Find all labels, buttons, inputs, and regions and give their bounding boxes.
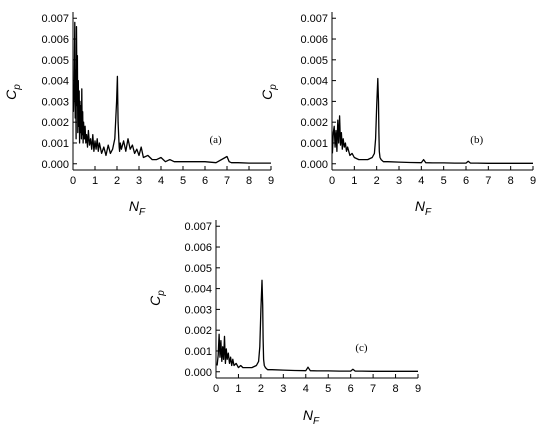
data-series-line — [72, 21, 271, 164]
y-tick-label: 0.001 — [184, 346, 212, 358]
y-tick-label: 0.000 — [41, 159, 69, 171]
y-tick-label: 0.003 — [300, 96, 328, 108]
y-tick-label: 0.000 — [184, 367, 212, 379]
y-axis-title: Cp — [3, 84, 23, 100]
y-tick-label: 0.004 — [300, 76, 328, 88]
y-tick-label: 0.006 — [41, 34, 69, 46]
panel-1: 0.000 0.001 0.002 0.003 0.004 0.005 0.006 0.007… — [3, 12, 274, 218]
data-series-line — [331, 77, 533, 164]
x-tick-label: 6 — [202, 175, 208, 187]
x-tick-label: 1 — [235, 383, 241, 395]
x-axis-title: NF — [303, 407, 320, 427]
x-tick-label: 6 — [463, 175, 469, 187]
panel-3: 0.000 0.001 0.002 0.003 0.004 0.005 0.006 0.007… — [147, 220, 421, 427]
y-tick-label: 0.007 — [184, 221, 212, 233]
x-tick-label: 4 — [303, 383, 309, 395]
y-axis-title: Cp — [147, 290, 167, 306]
x-axis-title: NF — [415, 198, 432, 218]
x-tick-label: 9 — [415, 383, 421, 395]
y-tick-label: 0.007 — [41, 13, 69, 25]
x-tick-label: 9 — [268, 175, 274, 187]
y-tick-label: 0.004 — [41, 76, 69, 88]
panel-label: (b) — [470, 134, 483, 146]
data-series-line — [216, 279, 418, 372]
x-tick-label: 9 — [530, 175, 536, 187]
x-tick-label: 8 — [508, 175, 514, 187]
y-tick-label: 0.007 — [300, 13, 328, 25]
x-tick-label: 3 — [396, 175, 402, 187]
y-tick-label: 0.000 — [300, 159, 328, 171]
y-tick-label: 0.006 — [184, 242, 212, 254]
y-tick-label: 0.002 — [300, 117, 328, 129]
y-tick-label: 0.005 — [300, 55, 328, 67]
x-tick-label: 2 — [374, 175, 380, 187]
y-tick-label: 0.005 — [41, 55, 69, 67]
x-tick-label: 7 — [370, 383, 376, 395]
x-tick-label: 4 — [158, 175, 164, 187]
panel-2: 0.000 0.001 0.002 0.003 0.004 0.005 0.006 0.007… — [259, 12, 536, 218]
y-axis-title: Cp — [259, 84, 279, 100]
x-tick-label: 6 — [348, 383, 354, 395]
x-tick-label: 5 — [441, 175, 447, 187]
x-tick-label: 0 — [213, 383, 219, 395]
panel-label: (a) — [209, 134, 222, 146]
x-tick-label: 0 — [70, 175, 76, 187]
x-tick-label: 3 — [136, 175, 142, 187]
x-tick-label: 8 — [246, 175, 252, 187]
panel-label: (c) — [355, 342, 368, 354]
x-tick-label: 1 — [92, 175, 98, 187]
x-tick-label: 2 — [258, 383, 264, 395]
x-tick-label: 5 — [180, 175, 186, 187]
y-tick-label: 0.001 — [41, 138, 69, 150]
y-tick-label: 0.001 — [300, 138, 328, 150]
x-tick-label: 8 — [392, 383, 398, 395]
y-tick-label: 0.002 — [41, 117, 69, 129]
y-tick-label: 0.003 — [184, 304, 212, 316]
x-tick-label: 1 — [351, 175, 357, 187]
y-tick-label: 0.005 — [184, 263, 212, 275]
x-tick-label: 7 — [485, 175, 491, 187]
y-tick-label: 0.002 — [184, 325, 212, 337]
y-tick-label: 0.004 — [184, 284, 212, 296]
x-tick-label: 3 — [280, 383, 286, 395]
x-tick-label: 7 — [224, 175, 230, 187]
x-tick-label: 0 — [329, 175, 335, 187]
x-tick-label: 5 — [325, 383, 331, 395]
y-tick-label: 0.003 — [41, 96, 69, 108]
x-tick-label: 4 — [418, 175, 424, 187]
y-tick-label: 0.006 — [300, 34, 328, 46]
x-tick-label: 2 — [114, 175, 120, 187]
x-axis-title: NF — [129, 198, 146, 218]
